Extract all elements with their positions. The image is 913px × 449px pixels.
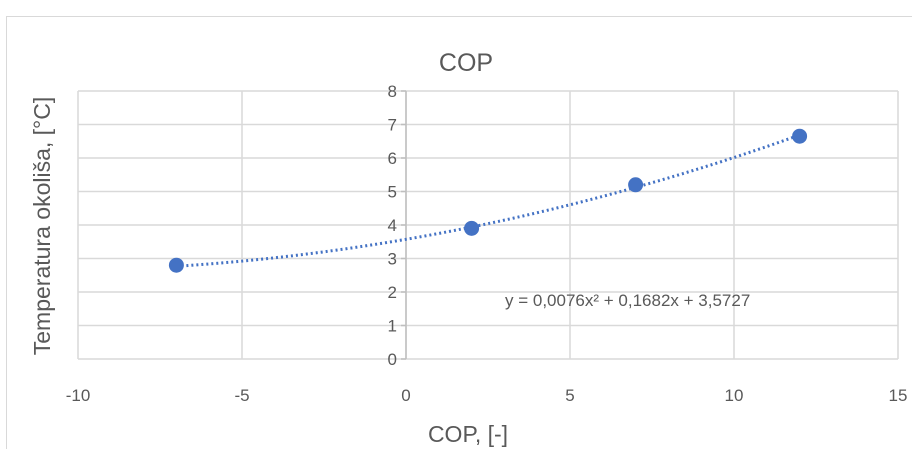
data-point	[628, 177, 644, 193]
y-tick-label: 8	[388, 82, 397, 101]
x-tick-labels: -10 -5 0 5 10 15	[66, 386, 908, 405]
y-tick-label: 7	[388, 116, 397, 135]
y-tick-label: 3	[388, 250, 397, 269]
y-tick-label: 5	[388, 183, 397, 202]
data-points	[168, 128, 808, 273]
x-axis-title: COP, [-]	[428, 421, 508, 447]
chart-frame	[6, 16, 912, 449]
y-tick-label: 6	[388, 149, 397, 168]
trendline-equation: y = 0,0076x² + 0,1682x + 3,5727	[505, 291, 750, 310]
y-tick-label: 1	[388, 317, 397, 336]
data-point	[464, 220, 480, 236]
data-point	[168, 257, 184, 273]
y-tick-labels: 0 1 2 3 4 5 6 7 8	[388, 82, 397, 369]
y-tick-label: 0	[388, 350, 397, 369]
data-point	[792, 128, 808, 144]
y-axis-title: Temperatura okoliša, [°C]	[29, 97, 55, 355]
x-tick-label: 0	[401, 386, 410, 405]
y-tick-label: 4	[388, 216, 397, 235]
x-tick-label: 5	[565, 386, 574, 405]
x-tick-label: -5	[234, 386, 249, 405]
grid	[77, 90, 899, 360]
y-tick-label: 2	[388, 283, 397, 302]
trendline	[176, 133, 801, 268]
chart-title: COP	[439, 49, 493, 77]
trendline-group	[176, 133, 801, 268]
x-tick-label: 10	[725, 386, 744, 405]
x-tick-label: 15	[889, 386, 908, 405]
x-tick-label: -10	[66, 386, 91, 405]
